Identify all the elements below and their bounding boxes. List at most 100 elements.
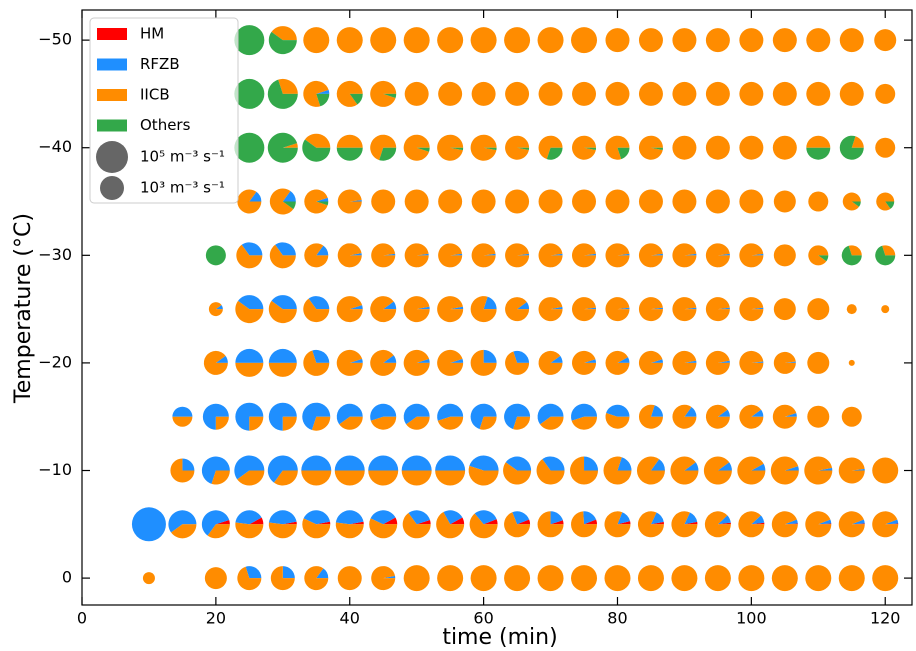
pie-wedge — [818, 519, 832, 525]
pie-wedge — [605, 189, 630, 214]
pie-wedge — [684, 512, 698, 525]
pie-wedge — [512, 511, 530, 525]
pie-wedge — [403, 134, 430, 161]
pie-wedge — [617, 512, 631, 525]
pie-wedge — [204, 567, 227, 590]
pie-wedge — [584, 307, 597, 310]
pie-wedge — [234, 78, 265, 109]
pie-wedge — [403, 296, 430, 323]
pie-wedge — [751, 253, 764, 256]
pie-wedge — [851, 519, 865, 525]
pie-wedge — [540, 416, 564, 430]
pie-wedge — [483, 253, 496, 256]
pie-wedge — [872, 565, 899, 592]
pie-wedge — [505, 297, 530, 322]
x-tick-label: 100 — [736, 609, 767, 628]
pie-wedge — [705, 350, 730, 375]
pie-wedge — [349, 200, 362, 202]
pie-wedge — [851, 468, 865, 471]
pie-wedge — [703, 456, 732, 485]
pie-wedge — [846, 304, 857, 315]
legend-box — [89, 17, 239, 204]
pie-wedge — [303, 350, 330, 376]
pie-wedge — [875, 245, 896, 266]
pie-wedge — [207, 524, 230, 539]
pie-wedge — [671, 565, 698, 592]
pie-wedge — [885, 519, 899, 525]
pie-wedge — [806, 147, 831, 160]
pie-wedge — [537, 565, 564, 592]
pie-wedge — [404, 243, 429, 268]
legend-size-label: 10⁵ m⁻³ s⁻¹ — [140, 148, 225, 166]
pie-wedge — [650, 405, 663, 417]
pie-wedge — [404, 81, 429, 106]
pie-wedge — [517, 519, 531, 525]
legend-label: RFZB — [140, 55, 180, 73]
pie-wedge — [268, 348, 297, 363]
pie-wedge — [273, 470, 298, 486]
pie-wedge — [304, 189, 328, 214]
pie-wedge — [369, 518, 398, 539]
pie-wedge — [316, 89, 330, 94]
pie-wedge — [215, 355, 228, 363]
legend-size-label: 10³ m⁻³ s⁻¹ — [140, 179, 225, 197]
pie-wedge — [403, 403, 430, 425]
pie-wedge — [450, 253, 463, 256]
x-tick-label: 20 — [206, 609, 226, 628]
pie-wedge — [517, 147, 530, 150]
pie-wedge — [368, 455, 399, 471]
pie-wedge — [270, 566, 295, 591]
pie-wedge — [572, 297, 597, 322]
pie-wedge — [172, 406, 193, 417]
x-tick-label: 120 — [870, 609, 901, 628]
pie-wedge — [337, 566, 362, 591]
pie-wedge — [336, 296, 363, 323]
pie-wedge — [468, 465, 499, 486]
pie-wedge — [470, 27, 497, 54]
pie-wedge — [267, 132, 298, 163]
pie-wedge — [650, 147, 663, 150]
pie-wedge — [773, 190, 796, 213]
pie-wedge — [851, 136, 864, 148]
pie-wedge — [717, 522, 731, 525]
pie-wedge — [606, 404, 630, 417]
pie-wedge — [807, 351, 830, 374]
legend-label: IICB — [140, 86, 170, 104]
pie-wedge — [336, 27, 363, 54]
pie-wedge — [572, 189, 597, 214]
pie-wedge — [168, 510, 197, 533]
pie-wedge — [278, 78, 298, 94]
pie-wedge — [617, 521, 631, 525]
pie-wedge — [437, 403, 464, 421]
pie-wedge — [416, 253, 429, 256]
pie-wedge — [235, 300, 264, 324]
pie-wedge — [505, 456, 532, 471]
pie-wedge — [605, 28, 630, 53]
pie-wedge — [505, 189, 530, 214]
pie-wedge — [751, 463, 766, 471]
pie-wedge — [370, 416, 397, 430]
pie-wedge — [483, 349, 497, 363]
pie-wedge — [717, 360, 730, 363]
pie-wedge — [650, 521, 664, 525]
pie-wedge — [483, 147, 497, 151]
pie-wedge — [268, 31, 297, 55]
pie-wedge — [403, 349, 430, 376]
pie-wedge — [237, 189, 262, 214]
pie-wedge — [584, 253, 597, 256]
pie-wedge — [316, 93, 330, 107]
pie-wedge — [605, 243, 630, 268]
pie-wedge — [383, 355, 397, 363]
pie-wedge — [370, 296, 397, 323]
pie-wedge — [705, 243, 730, 268]
legend-swatch — [97, 119, 127, 132]
pie-wedge — [303, 298, 330, 323]
pie-wedge — [383, 301, 397, 310]
pie-wedge — [339, 416, 363, 430]
pie-wedge — [269, 188, 294, 215]
pie-wedge — [838, 565, 865, 592]
pie-wedge — [379, 147, 397, 161]
pie-wedge — [237, 566, 262, 591]
pie-wedge — [839, 28, 864, 53]
pie-wedge — [368, 470, 399, 486]
